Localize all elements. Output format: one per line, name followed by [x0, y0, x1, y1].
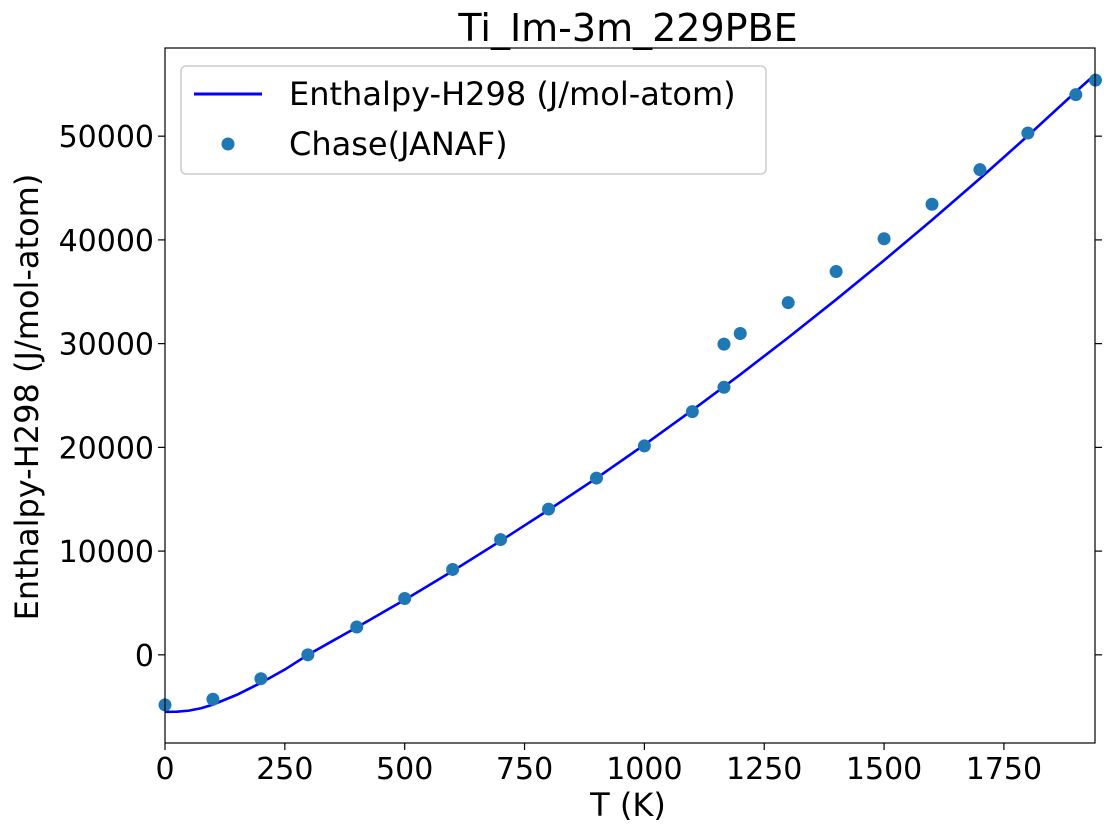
y-axis-label: Enthalpy-H298 (J/mol-atom)	[8, 174, 46, 621]
data-point	[637, 439, 651, 453]
x-tick-label: 1500	[846, 752, 922, 787]
legend-label-scatter: Chase(JANAF)	[289, 125, 508, 163]
x-tick-label: 750	[496, 752, 553, 787]
legend-label-line: Enthalpy-H298 (J/mol-atom)	[289, 75, 736, 113]
data-point	[1021, 126, 1035, 140]
chart-title: Ti_Im-3m_229PBE	[457, 6, 797, 50]
data-point	[829, 265, 843, 279]
data-point	[542, 502, 556, 516]
data-point	[973, 163, 987, 177]
y-tick-label: 20000	[59, 431, 154, 466]
x-tick-label: 1000	[606, 752, 682, 787]
legend-marker-swatch	[221, 137, 235, 151]
data-point	[733, 326, 747, 340]
data-point	[717, 380, 731, 394]
x-tick-label: 250	[256, 752, 313, 787]
y-tick-label: 50000	[59, 120, 154, 155]
legend-frame	[180, 65, 767, 175]
x-tick-label: 1250	[726, 752, 802, 787]
data-point	[446, 562, 460, 576]
data-point	[301, 648, 315, 662]
data-point	[685, 405, 699, 419]
x-tick-label: 500	[376, 752, 433, 787]
data-point	[717, 337, 731, 351]
y-tick-label: 40000	[59, 224, 154, 259]
data-point	[494, 533, 508, 547]
data-point	[398, 592, 412, 605]
y-tick-label: 30000	[59, 328, 154, 363]
y-tick-label: 10000	[59, 535, 154, 570]
data-point	[1069, 88, 1083, 102]
data-point	[589, 471, 603, 485]
x-tick-label: 0	[155, 752, 174, 787]
y-tick-label: 0	[135, 639, 154, 674]
data-point	[925, 197, 939, 211]
data-point	[206, 692, 220, 706]
data-point	[350, 620, 364, 634]
x-axis-label: T (K)	[589, 786, 666, 824]
legend: Enthalpy-H298 (J/mol-atom) Chase(JANAF)	[180, 65, 767, 175]
data-point	[781, 296, 795, 310]
data-point	[877, 232, 891, 246]
axes: 0 250 500 750 1000 1250 1500 1750 0 10000 20000 300…	[59, 47, 1102, 787]
axes-frame	[164, 47, 1096, 744]
x-tick-label: 1750	[966, 752, 1042, 787]
data-point	[254, 672, 268, 686]
